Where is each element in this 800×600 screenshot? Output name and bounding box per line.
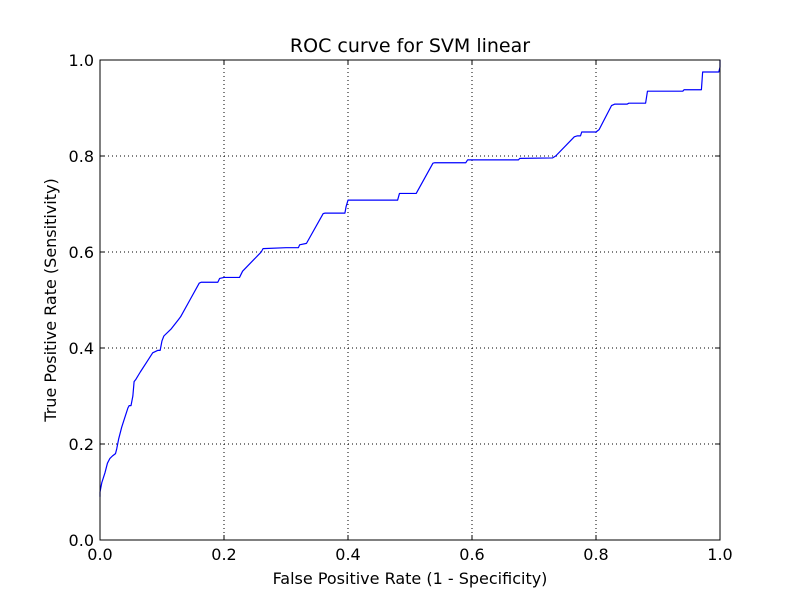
x-tick-label: 0.6 xyxy=(459,545,484,564)
series-layer xyxy=(99,60,721,497)
y-tick-label: 1.0 xyxy=(69,51,94,70)
y-tick-label: 0.0 xyxy=(69,531,94,550)
y-tick-label: 0.4 xyxy=(69,339,94,358)
x-axis-label: False Positive Rate (1 - Specificity) xyxy=(273,569,548,588)
chart-title: ROC curve for SVM linear xyxy=(290,35,530,57)
x-tick-label: 0.4 xyxy=(335,545,360,564)
y-tick-label: 0.8 xyxy=(69,147,94,166)
x-tick-label: 0.0 xyxy=(87,545,112,564)
y-axis-label: True Positive Rate (Sensitivity) xyxy=(41,178,60,422)
x-tick-label: 0.8 xyxy=(583,545,608,564)
x-tick-label: 1.0 xyxy=(707,545,732,564)
plot-area-frame xyxy=(99,59,721,541)
axis-ticks: 0.0 0.2 0.4 0.6 0.8 1.0 0.0 0.2 0.4 0.6 0.8 1.0 xyxy=(69,51,733,564)
grid xyxy=(100,60,720,540)
roc-curve-line xyxy=(99,60,721,497)
y-tick-label: 0.2 xyxy=(69,435,94,454)
x-tick-label: 0.2 xyxy=(211,545,236,564)
y-tick-label: 0.6 xyxy=(69,243,94,262)
